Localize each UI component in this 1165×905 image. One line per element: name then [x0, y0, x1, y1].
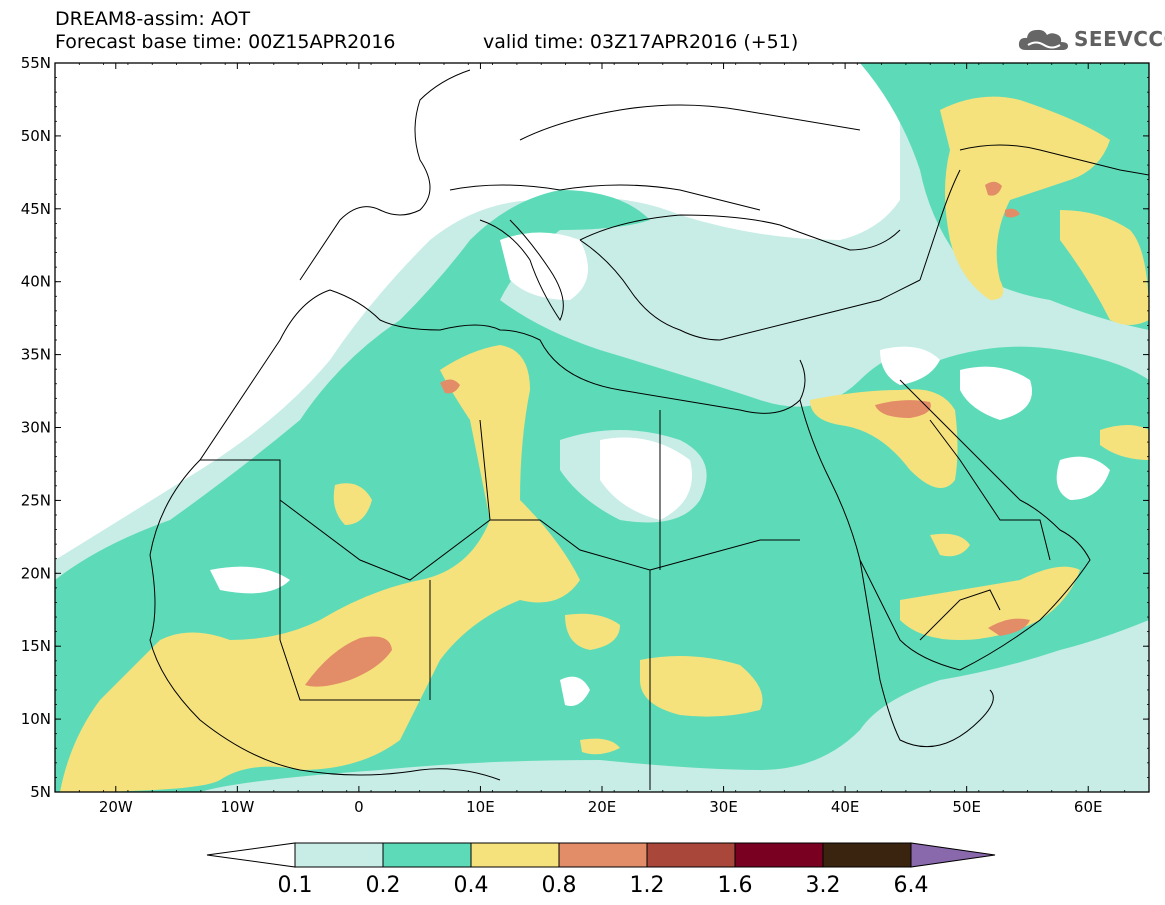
colorbar-segment [646, 842, 736, 868]
lat-tick-label: 10N [21, 710, 51, 728]
valid-time: valid time: 03Z17APR2016 (+51) [483, 31, 799, 53]
axis-labels: 55N 50N 45N 40N 35N 30N 25N 20N 15N 10N 5N 20W 10W 0 1… [21, 54, 1103, 816]
colorbar-segment [822, 842, 912, 868]
colorbar-under-arrow [206, 842, 296, 868]
lat-tick-label: 20N [21, 564, 51, 582]
axis-ticks [54, 62, 1150, 793]
aot-shading [55, 63, 1149, 792]
forecast-base-time: Forecast base time: 00Z15APR2016 [55, 31, 396, 53]
colorbar-over-arrow [910, 842, 996, 868]
lon-tick-label: 60E [1074, 798, 1103, 816]
lon-tick-label: 0 [354, 798, 364, 816]
logo-text: SEEVCCC [1074, 27, 1165, 51]
lat-tick-label: 55N [21, 54, 51, 72]
lon-tick-label: 20W [99, 798, 133, 816]
lat-tick-label: 50N [21, 127, 51, 145]
colorbar-label: 0.1 [278, 873, 313, 898]
colorbar-segment [382, 842, 472, 868]
lon-tick-label: 20E [588, 798, 617, 816]
colorbar-label: 3.2 [806, 873, 841, 898]
lat-tick-label: 25N [21, 491, 51, 509]
lat-tick-label: 45N [21, 200, 51, 218]
lat-tick-label: 5N [30, 783, 51, 801]
colorbar-label: 0.4 [454, 873, 489, 898]
lat-tick-label: 15N [21, 637, 51, 655]
colorbar-label: 1.2 [630, 873, 665, 898]
colorbar: 0.1 0.2 0.4 0.8 1.2 1.6 3.2 6.4 [206, 842, 996, 898]
colorbar-segment [734, 842, 824, 868]
colorbar-segment [470, 842, 560, 868]
lat-tick-label: 30N [21, 419, 51, 437]
lon-tick-label: 40E [831, 798, 860, 816]
lon-tick-label: 10E [466, 798, 495, 816]
coastlines [149, 69, 1149, 790]
colorbar-segment [558, 842, 648, 868]
lat-tick-label: 35N [21, 346, 51, 364]
lon-tick-label: 30E [709, 798, 738, 816]
colorbar-segment [294, 842, 384, 868]
cloud-icon [1018, 29, 1068, 50]
seevccc-logo: SEEVCCC [1018, 24, 1165, 54]
colorbar-label: 6.4 [894, 873, 929, 898]
colorbar-label: 1.6 [718, 873, 753, 898]
lon-tick-label: 10W [220, 798, 254, 816]
lon-tick-label: 50E [952, 798, 981, 816]
colorbar-label: 0.8 [542, 873, 577, 898]
map-title: DREAM8-assim: AOT [55, 8, 251, 30]
lat-tick-label: 40N [21, 273, 51, 291]
colorbar-label: 0.2 [366, 873, 401, 898]
